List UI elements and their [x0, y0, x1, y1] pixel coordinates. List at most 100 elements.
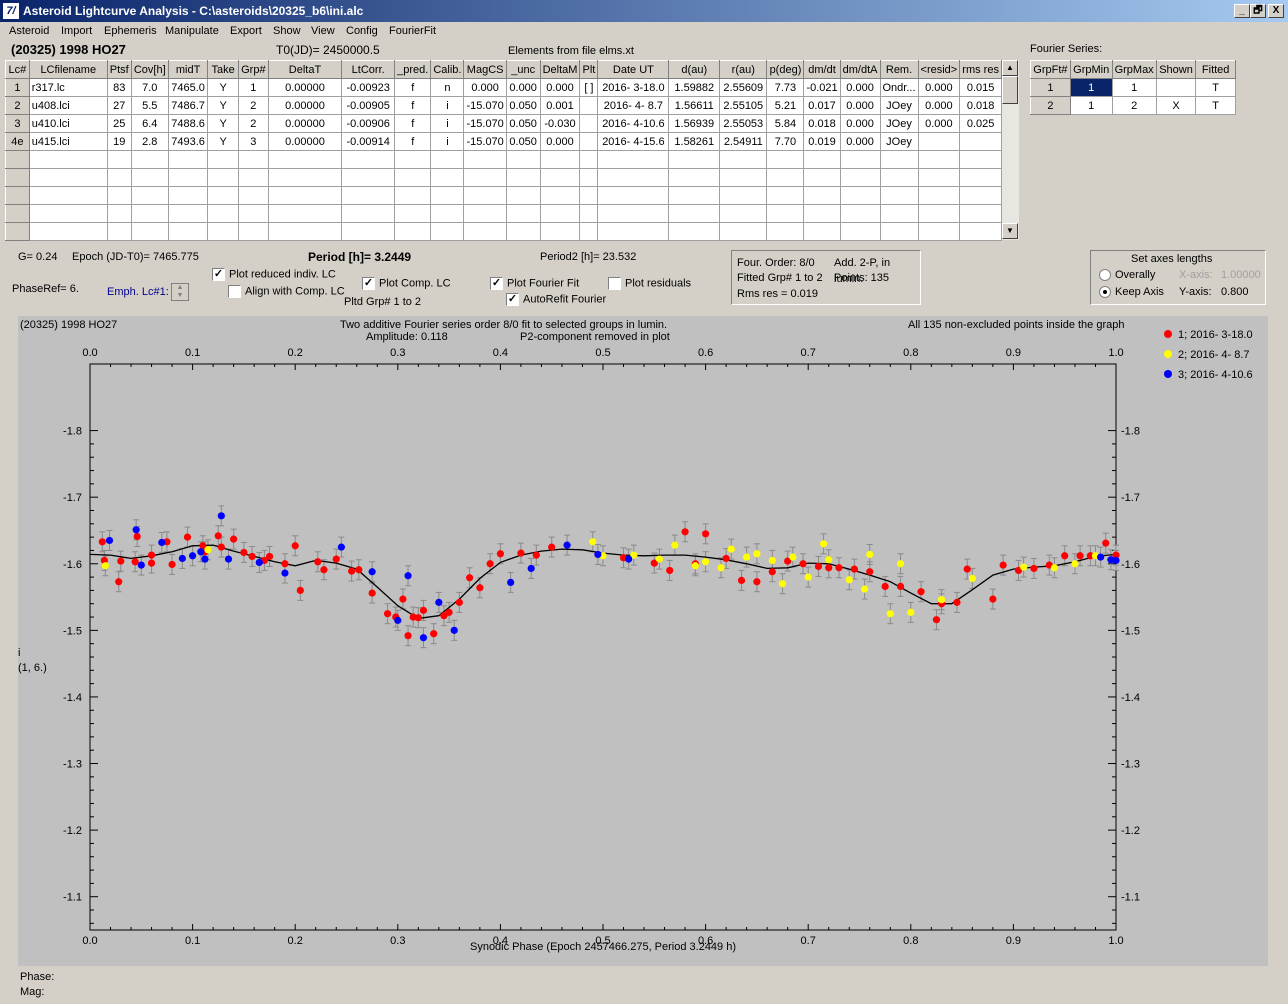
empty-cell[interactable]	[959, 168, 1002, 187]
table-cell[interactable]: 0.050	[505, 132, 541, 151]
empty-cell[interactable]	[341, 204, 396, 223]
table-cell[interactable]: 0.018	[803, 114, 841, 133]
empty-cell[interactable]	[505, 222, 541, 241]
table-cell[interactable]: 25	[106, 114, 132, 133]
table-cell[interactable]	[579, 96, 599, 115]
table-cell[interactable]: 2016- 3-18.0	[597, 78, 670, 97]
empty-cell[interactable]	[505, 186, 541, 205]
empty-cell[interactable]	[341, 150, 396, 169]
empty-cell[interactable]	[879, 150, 919, 169]
table-cell[interactable]: 0.000	[463, 78, 507, 97]
empty-cell[interactable]	[267, 150, 343, 169]
table-cell[interactable]: 27	[106, 96, 132, 115]
empty-cell[interactable]	[597, 186, 670, 205]
empty-cell[interactable]	[267, 186, 343, 205]
plot-comp-checkbox[interactable]: ✓ Plot Comp. LC	[362, 277, 451, 290]
menu-ephemeris[interactable]: Ephemeris	[104, 25, 157, 37]
table-row[interactable]	[5, 222, 1002, 241]
empty-cell[interactable]	[207, 168, 239, 187]
table-cell[interactable]: 2.55609	[719, 78, 768, 97]
empty-cell[interactable]	[267, 222, 343, 241]
menu-fourierfit[interactable]: FourierFit	[389, 25, 437, 37]
lc-col-header[interactable]: Lc#	[5, 60, 30, 79]
plot-residuals-checkbox[interactable]: Plot residuals	[608, 277, 691, 290]
empty-cell[interactable]	[579, 204, 599, 223]
table-cell[interactable]: -15.070	[463, 132, 507, 151]
empty-cell[interactable]	[597, 222, 670, 241]
lc-col-header[interactable]: Plt	[579, 60, 599, 79]
table-cell[interactable]: 0.00000	[267, 78, 343, 97]
lc-col-header[interactable]: Grp#	[237, 60, 269, 79]
table-cell[interactable]: 0.000	[917, 96, 961, 115]
empty-cell[interactable]	[167, 168, 209, 187]
menu-manipulate[interactable]: Manipulate	[165, 25, 219, 37]
table-cell[interactable]: Y	[207, 114, 239, 133]
lc-col-header[interactable]: _unc	[505, 60, 541, 79]
table-row[interactable]: 1 r317.lc 83 7.0 7465.0 Y 1 0.00000 -0.00923 f n 0.…	[5, 78, 1002, 97]
empty-cell[interactable]	[430, 168, 465, 187]
overall-radio[interactable]: Overally	[1099, 269, 1155, 282]
empty-cell[interactable]	[505, 204, 541, 223]
table-cell[interactable]: 7488.6	[167, 114, 209, 133]
fourier-col-header[interactable]: Shown	[1155, 60, 1197, 79]
empty-cell[interactable]	[917, 222, 961, 241]
table-row[interactable]	[5, 204, 1002, 223]
table-cell[interactable]: -0.00905	[341, 96, 396, 115]
empty-cell[interactable]	[597, 150, 670, 169]
table-cell[interactable]: 1.56611	[668, 96, 721, 115]
table-cell[interactable]: 0.001	[539, 96, 581, 115]
table-cell[interactable]: 2.55053	[719, 114, 768, 133]
empty-cell[interactable]	[341, 168, 396, 187]
empty-cell[interactable]	[719, 168, 768, 187]
table-cell[interactable]	[1155, 78, 1197, 97]
empty-cell[interactable]	[267, 204, 343, 223]
lc-col-header[interactable]: rms res	[959, 60, 1002, 79]
table-cell[interactable]	[959, 132, 1002, 151]
lc-col-header[interactable]: Rem.	[879, 60, 919, 79]
empty-cell[interactable]	[106, 222, 132, 241]
empty-cell[interactable]	[237, 204, 269, 223]
empty-cell[interactable]	[394, 186, 432, 205]
table-cell[interactable]: r317.lc	[28, 78, 108, 97]
table-cell[interactable]: X	[1155, 96, 1197, 115]
table-cell[interactable]: 1.58261	[668, 132, 721, 151]
row-header[interactable]: 2	[5, 96, 30, 115]
empty-cell[interactable]	[106, 150, 132, 169]
row-header[interactable]	[5, 222, 30, 241]
lc-col-header[interactable]: dm/dt	[803, 60, 841, 79]
empty-cell[interactable]	[463, 204, 507, 223]
table-cell[interactable]: 7.0	[130, 78, 169, 97]
empty-cell[interactable]	[463, 186, 507, 205]
table-row[interactable]: 2 u408.lci 27 5.5 7486.7 Y 2 0.00000 -0.00905 f i -…	[5, 96, 1002, 115]
plot-reduced-checkbox[interactable]: ✓ Plot reduced indiv. LC	[212, 268, 336, 281]
empty-cell[interactable]	[839, 168, 881, 187]
table-cell[interactable]: 0.000	[839, 132, 881, 151]
empty-cell[interactable]	[879, 168, 919, 187]
autorefit-checkbox[interactable]: ✓ AutoRefit Fourier	[506, 293, 607, 306]
table-cell[interactable]: -0.021	[803, 78, 841, 97]
table-cell[interactable]: JOey	[879, 114, 919, 133]
menu-view[interactable]: View	[311, 25, 335, 37]
empty-cell[interactable]	[28, 186, 108, 205]
empty-cell[interactable]	[803, 168, 841, 187]
lc-col-header[interactable]: d(au)	[668, 60, 721, 79]
table-cell[interactable]: 0.000	[539, 78, 581, 97]
table-cell[interactable]: 7465.0	[167, 78, 209, 97]
empty-cell[interactable]	[879, 186, 919, 205]
table-cell[interactable]: 2.55105	[719, 96, 768, 115]
lightcurve-plot-area[interactable]: (20325) 1998 HO27 Two additive Fourier s…	[18, 316, 1268, 966]
empty-cell[interactable]	[766, 204, 805, 223]
table-row[interactable]: 4e u415.lci 19 2.8 7493.6 Y 3 0.00000 -0.00914 f i…	[5, 132, 1002, 151]
empty-cell[interactable]	[668, 204, 721, 223]
y-axis-value[interactable]: 0.800	[1221, 286, 1249, 298]
table-row[interactable]	[5, 168, 1002, 187]
empty-cell[interactable]	[505, 150, 541, 169]
table-cell[interactable]: -15.070	[463, 96, 507, 115]
table-cell[interactable]: -0.030	[539, 114, 581, 133]
table-cell[interactable]: JOey	[879, 96, 919, 115]
table-cell[interactable]: JOey	[879, 132, 919, 151]
scroll-up-icon[interactable]: ▲	[1002, 60, 1018, 76]
empty-cell[interactable]	[959, 204, 1002, 223]
empty-cell[interactable]	[130, 204, 169, 223]
